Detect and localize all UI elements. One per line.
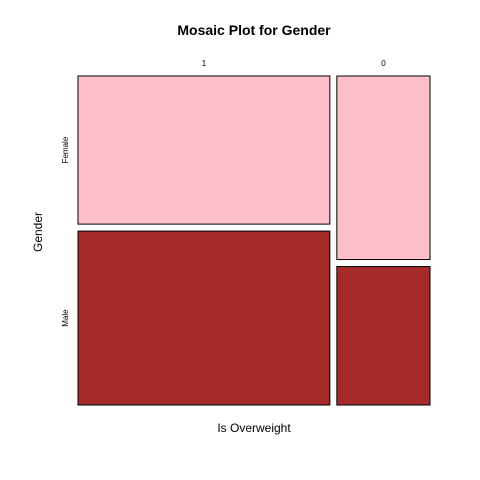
x-tick-label-1: 1 xyxy=(202,59,207,68)
y-tick-label-male: Male xyxy=(61,309,70,327)
y-axis-label: Gender xyxy=(31,212,45,252)
chart-title: Mosaic Plot for Gender xyxy=(177,22,331,38)
mosaic-cell-0-female xyxy=(336,75,431,261)
y-tick-label-female: Female xyxy=(61,136,70,163)
x-axis-label: Is Overweight xyxy=(217,421,291,435)
mosaic-cell-1-male xyxy=(77,230,331,406)
mosaic-cell-1-female xyxy=(77,75,331,225)
mosaic-cell-0-male xyxy=(336,266,431,406)
x-tick-label-0: 0 xyxy=(381,59,386,68)
mosaic-marks: 1 0 Female Male xyxy=(61,59,431,406)
